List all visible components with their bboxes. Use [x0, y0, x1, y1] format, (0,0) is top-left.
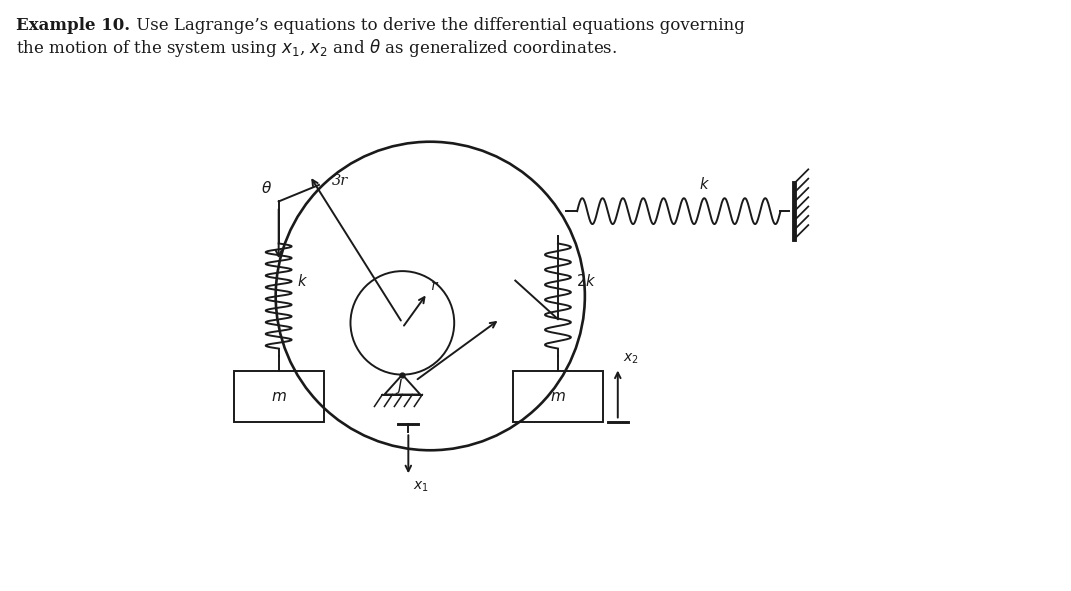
Text: 3r: 3r [332, 174, 348, 187]
Text: the motion of the system using $x_1$, $x_2$ and $\theta$ as generalized coordina: the motion of the system using $x_1$, $x… [16, 37, 618, 59]
Text: $k$: $k$ [698, 176, 710, 192]
Bar [513, 371, 603, 423]
Text: $k$: $k$ [297, 273, 307, 289]
Text: Example 10.: Example 10. [16, 17, 131, 34]
Text: $2k$: $2k$ [576, 273, 597, 289]
Bar [233, 371, 323, 423]
Text: $m$: $m$ [550, 389, 565, 404]
Text: $m$: $m$ [271, 389, 287, 404]
Text: r: r [431, 279, 437, 293]
Text: Use Lagrange’s equations to derive the differential equations governing: Use Lagrange’s equations to derive the d… [131, 17, 744, 34]
Text: $\theta$: $\theta$ [260, 180, 272, 196]
Text: $x_2$: $x_2$ [622, 351, 638, 366]
Text: $J$: $J$ [395, 377, 404, 396]
Text: $x_1$: $x_1$ [413, 479, 429, 493]
